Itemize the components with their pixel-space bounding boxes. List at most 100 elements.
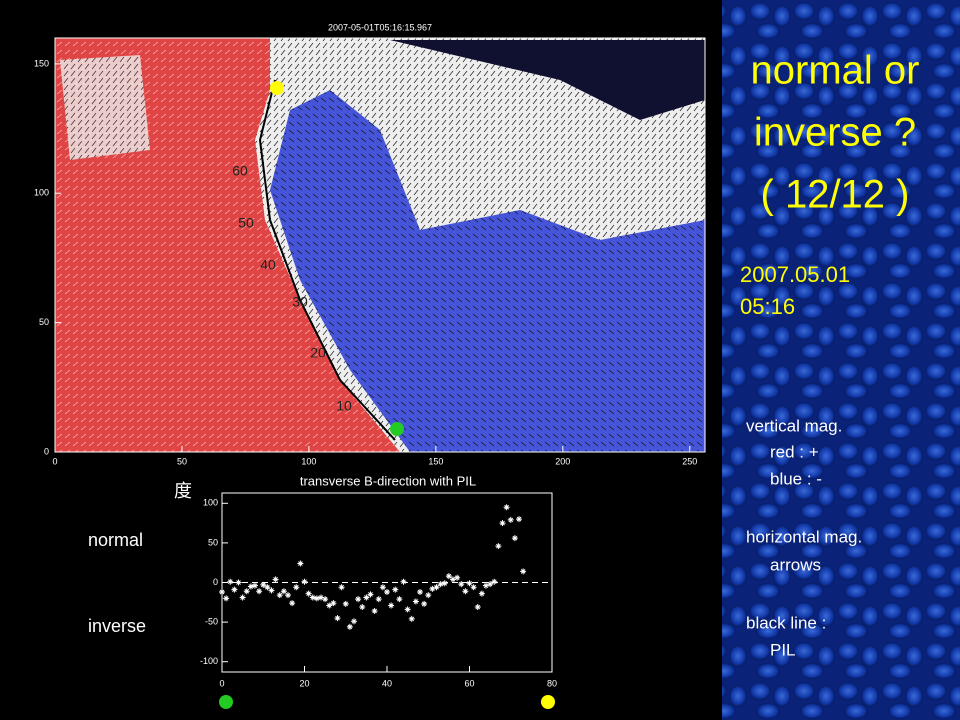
legend-text: arrows <box>770 555 821 574</box>
contour-label: 40 <box>260 257 276 273</box>
data-point <box>305 590 312 597</box>
green-dot <box>219 695 233 709</box>
data-point <box>478 590 485 597</box>
x-tick-label: 80 <box>547 678 557 688</box>
data-point <box>256 588 263 595</box>
neutral-region <box>60 55 150 160</box>
slide-title: normal or <box>751 49 920 93</box>
data-point <box>450 576 456 583</box>
data-point <box>495 543 502 550</box>
yellow-dot <box>270 81 284 95</box>
data-point <box>264 584 271 591</box>
x-tick-label: 100 <box>301 456 316 466</box>
magnetogram-frame <box>54 37 706 453</box>
y-axis-label: 度 <box>174 481 192 501</box>
legend-text: vertical mag. <box>746 416 842 435</box>
data-point <box>247 583 254 590</box>
yellow-dot <box>541 695 555 709</box>
data-point <box>342 600 349 607</box>
data-point <box>421 600 428 607</box>
data-point <box>474 604 481 611</box>
data-point <box>346 623 353 630</box>
data-point <box>445 573 452 580</box>
y-tick-label: 0 <box>44 446 49 456</box>
x-tick-label: 40 <box>382 678 392 688</box>
slide-title: inverse ? <box>754 111 916 155</box>
data-point <box>359 604 366 611</box>
data-point <box>231 586 238 593</box>
data-point <box>437 581 444 588</box>
green-dot <box>390 422 404 436</box>
data-point <box>433 584 440 591</box>
y-tick-label: -100 <box>200 656 218 666</box>
data-point <box>379 584 386 591</box>
data-point <box>243 588 250 595</box>
data-point <box>223 595 230 602</box>
data-point <box>313 595 320 602</box>
data-point <box>301 578 308 585</box>
data-point <box>511 535 518 542</box>
contour-label: 50 <box>238 215 254 231</box>
legend-text: PIL <box>770 640 796 659</box>
data-point <box>388 602 395 609</box>
x-tick-label: 20 <box>299 678 309 688</box>
dark-region <box>390 40 705 120</box>
data-point <box>355 596 362 603</box>
data-point <box>466 580 473 587</box>
data-point <box>322 596 329 603</box>
data-point <box>392 586 399 593</box>
annotation: normal <box>88 530 143 550</box>
data-point <box>375 596 382 603</box>
data-point <box>470 584 477 591</box>
x-tick-label: 250 <box>682 456 697 466</box>
magnetogram-title: 2007-05-01T05:16:15.967 <box>328 22 432 32</box>
data-point <box>268 587 275 594</box>
data-point <box>272 576 279 583</box>
data-point <box>252 582 258 589</box>
annotation: inverse <box>88 616 146 636</box>
data-point <box>289 600 296 607</box>
data-point <box>318 594 324 601</box>
data-point <box>520 568 527 575</box>
contour-label: 30 <box>292 294 308 310</box>
data-point <box>516 516 522 523</box>
negative-region <box>270 90 705 452</box>
data-point <box>408 615 415 622</box>
contour-label: 20 <box>310 345 326 361</box>
data-point <box>429 585 436 592</box>
data-point <box>404 606 411 613</box>
data-point <box>235 579 242 586</box>
data-point <box>499 520 506 527</box>
chart-title: transverse B-direction with PIL <box>300 473 476 488</box>
x-tick-label: 150 <box>428 456 443 466</box>
contour-label: 10 <box>336 398 352 414</box>
data-point <box>219 589 225 596</box>
data-point <box>417 589 423 596</box>
data-point <box>400 578 407 585</box>
y-tick-label: 100 <box>34 188 49 198</box>
data-point <box>425 592 432 599</box>
pil-line <box>258 79 396 441</box>
data-point <box>483 582 489 589</box>
data-point <box>285 592 291 599</box>
data-point <box>503 504 510 511</box>
x-tick-label: 0 <box>52 456 57 466</box>
data-point <box>239 594 246 601</box>
legend-text: horizontal mag. <box>746 527 862 546</box>
contour-label: 60 <box>232 163 248 179</box>
data-point <box>458 581 465 588</box>
data-point <box>227 578 234 585</box>
y-tick-label: 100 <box>203 498 218 508</box>
data-point <box>280 588 287 595</box>
legend-text: red : + <box>770 442 819 461</box>
right-panel <box>722 0 960 720</box>
data-point <box>351 618 357 625</box>
data-point <box>412 598 419 605</box>
data-point <box>334 615 341 622</box>
data-point <box>487 581 494 588</box>
data-point <box>491 578 498 585</box>
data-point <box>371 608 378 615</box>
data-point <box>367 591 374 598</box>
data-point <box>297 560 304 567</box>
